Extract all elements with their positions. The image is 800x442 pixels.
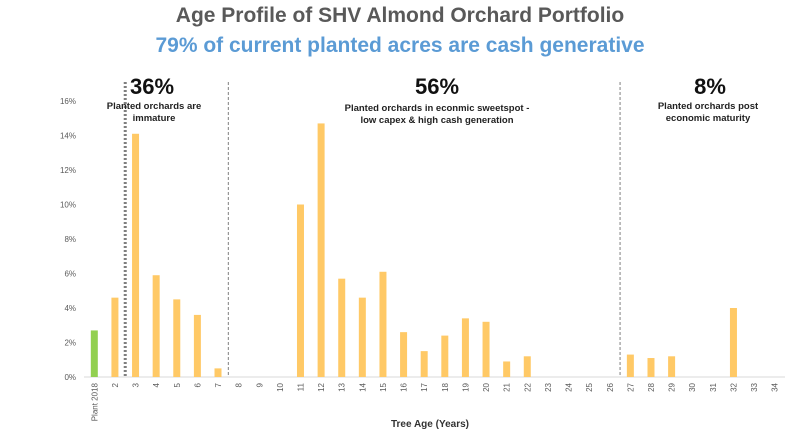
section-immature-note-line1: Planted orchards are <box>107 101 202 112</box>
bar <box>379 271 387 377</box>
y-tick-label: 4% <box>64 304 76 313</box>
bar <box>358 297 366 377</box>
x-tick-label: 6 <box>193 382 202 387</box>
bar <box>441 335 449 377</box>
x-axis-title: Tree Age (Years) <box>391 419 469 430</box>
x-tick-label: 20 <box>482 382 491 391</box>
x-tick-label: 11 <box>296 382 305 391</box>
x-tick-label: 15 <box>379 382 388 391</box>
bar <box>173 299 181 377</box>
section-immature-percent: 36% <box>130 74 174 99</box>
x-tick-label: 21 <box>503 382 512 391</box>
x-tick-label: 12 <box>317 382 326 391</box>
chart-subtitle: 79% of current planted acres are cash ge… <box>155 34 645 57</box>
bar <box>482 321 490 377</box>
y-tick-label: 8% <box>64 235 76 244</box>
x-tick-label: Plant 2018 <box>90 382 99 421</box>
section-immature-note-line2: immature <box>133 113 176 124</box>
x-tick-label: 18 <box>441 382 450 391</box>
x-tick-label: 8 <box>235 382 244 387</box>
y-tick-label: 6% <box>64 270 76 279</box>
y-tick-label: 16% <box>60 97 76 106</box>
x-tick-label: 33 <box>750 382 759 391</box>
x-tick-label: 14 <box>358 382 367 391</box>
x-tick-label: 25 <box>585 382 594 391</box>
x-tick-label: 7 <box>214 382 223 387</box>
y-tick-label: 10% <box>60 201 76 210</box>
section-sweetspot-note-line2: low capex & high cash generation <box>360 115 513 126</box>
x-tick-label: 23 <box>544 382 553 391</box>
bar <box>400 332 408 377</box>
x-tick-label: 31 <box>709 382 718 391</box>
x-tick-label: 4 <box>152 382 161 387</box>
x-tick-label: 30 <box>688 382 697 391</box>
x-tick-label: 17 <box>420 382 429 391</box>
section-sweetspot-note-line1: Planted orchards in econmic sweetspot - <box>345 103 530 114</box>
bar <box>132 133 140 377</box>
bar <box>729 308 737 377</box>
x-tick-label: 29 <box>668 382 677 391</box>
bar <box>503 361 511 377</box>
x-tick-label: 16 <box>400 382 409 391</box>
bar <box>90 330 98 377</box>
y-tick-label: 2% <box>64 339 76 348</box>
section-mature-note-line2: economic maturity <box>666 113 751 124</box>
y-tick-label: 14% <box>60 132 76 141</box>
bar <box>461 318 469 377</box>
section-mature-note-line1: Planted orchards post <box>658 101 759 112</box>
x-tick-label: 32 <box>729 382 738 391</box>
x-tick-label: 3 <box>132 382 141 387</box>
bar <box>647 358 655 377</box>
x-tick-label: 28 <box>647 382 656 391</box>
bar <box>193 314 201 377</box>
bar <box>338 278 346 377</box>
x-tick-label: 10 <box>276 382 285 391</box>
section-mature-percent: 8% <box>694 74 726 99</box>
y-tick-label: 12% <box>60 166 76 175</box>
section-sweetspot-percent: 56% <box>415 74 459 99</box>
x-tick-label: 2 <box>111 382 120 387</box>
x-tick-label: 19 <box>461 382 470 391</box>
x-tick-label: 26 <box>606 382 615 391</box>
bar <box>317 123 325 377</box>
bar <box>523 356 531 377</box>
bar <box>668 356 676 377</box>
x-tick-label: 9 <box>255 382 264 387</box>
y-tick-label: 0% <box>64 373 76 382</box>
x-tick-label: 22 <box>523 382 532 391</box>
bar <box>296 204 304 377</box>
x-tick-label: 27 <box>626 382 635 391</box>
chart-title: Age Profile of SHV Almond Orchard Portfo… <box>175 4 625 27</box>
x-tick-label: 5 <box>173 382 182 387</box>
bar <box>152 275 160 377</box>
x-tick-label: 24 <box>565 382 574 391</box>
bar <box>111 297 119 377</box>
x-tick-label: 13 <box>338 382 347 391</box>
x-tick-label: 34 <box>771 382 780 391</box>
bar <box>214 368 222 377</box>
bar <box>420 351 428 377</box>
bar <box>626 354 634 377</box>
